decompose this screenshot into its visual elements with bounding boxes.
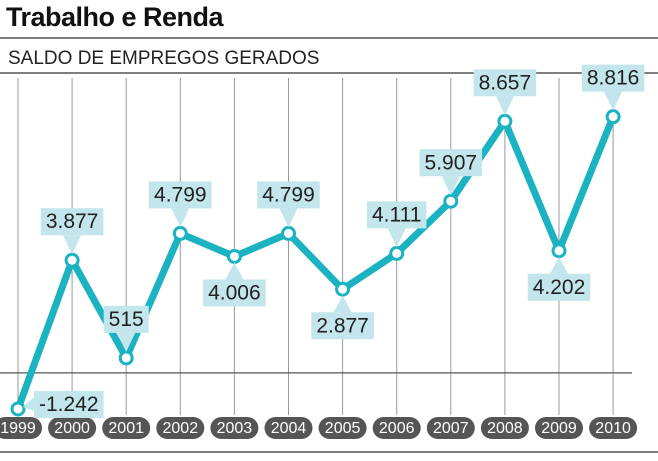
data-label: 4.799 <box>262 183 315 206</box>
label-box <box>257 181 320 209</box>
label-box <box>311 312 374 340</box>
point <box>226 248 242 264</box>
data-label: 8.657 <box>479 71 532 94</box>
series-line <box>14 113 617 411</box>
point <box>10 401 26 417</box>
year-pill <box>372 417 421 439</box>
label-pointer <box>63 235 82 255</box>
label-box <box>527 273 591 301</box>
x-tick-label: 2005 <box>325 420 361 437</box>
year-pill <box>102 417 151 439</box>
data-label: -1.242 <box>39 393 99 416</box>
label-pointer <box>441 176 460 196</box>
data-label: 4.202 <box>533 276 586 299</box>
x-tick-label: 2001 <box>108 420 144 437</box>
label-pointer <box>550 256 568 274</box>
point <box>389 245 405 261</box>
point <box>172 225 188 241</box>
point <box>335 281 351 297</box>
label-pointer <box>279 208 298 228</box>
year-pill <box>48 417 97 439</box>
label-box <box>473 69 537 97</box>
label-box <box>203 279 266 307</box>
label-pointer <box>171 208 190 228</box>
label-box <box>366 201 427 229</box>
year-pill <box>210 417 259 439</box>
data-label: 515 <box>109 308 144 331</box>
label-pointer <box>604 91 623 111</box>
point <box>118 350 134 366</box>
label-box <box>103 305 149 333</box>
label-box <box>40 208 104 236</box>
year-pill <box>589 417 638 439</box>
x-tick-label: 2003 <box>217 420 253 437</box>
year-pill <box>156 417 205 439</box>
year-pill <box>535 417 583 439</box>
year-pill <box>318 417 367 439</box>
point <box>443 193 459 209</box>
point <box>551 243 567 259</box>
label-pointer <box>333 295 352 313</box>
x-tick-label: 2008 <box>487 420 523 437</box>
label-box <box>149 181 212 209</box>
chart-title: Trabalho e Renda <box>6 2 225 32</box>
data-label: 8.816 <box>587 67 640 90</box>
data-label: 4.799 <box>154 183 207 206</box>
data-label: 4.006 <box>208 281 261 304</box>
x-tick-label: 2010 <box>595 420 631 437</box>
chart-subtitle: SALDO DE EMPREGOS GERADOS <box>8 48 319 69</box>
label-box <box>581 64 645 92</box>
x-tick-label: 2009 <box>541 420 577 437</box>
year-pill <box>426 417 475 439</box>
label-pointer <box>23 396 34 411</box>
year-pill <box>0 417 42 439</box>
x-tick-label: 2007 <box>433 420 469 437</box>
label-pointer <box>117 332 136 352</box>
x-tick-label: 2002 <box>163 420 199 437</box>
point <box>497 113 513 129</box>
label-pointer <box>387 228 406 248</box>
label-pointer <box>495 96 514 116</box>
label-box <box>419 149 483 177</box>
data-label: 3.877 <box>46 210 99 233</box>
data-label: 2.877 <box>316 314 369 337</box>
year-pill <box>480 417 529 439</box>
point <box>64 252 80 268</box>
x-tick-label: 1999 <box>0 420 36 437</box>
data-label: 4.111 <box>372 203 421 226</box>
label-pointer <box>225 262 244 280</box>
x-tick-label: 2000 <box>54 420 90 437</box>
x-tick-label: 2006 <box>379 420 415 437</box>
label-box <box>34 390 104 418</box>
point <box>281 225 296 241</box>
data-label: 5.907 <box>425 151 478 174</box>
year-pill <box>264 417 313 439</box>
point <box>605 109 621 125</box>
x-tick-label: 2004 <box>271 420 307 437</box>
